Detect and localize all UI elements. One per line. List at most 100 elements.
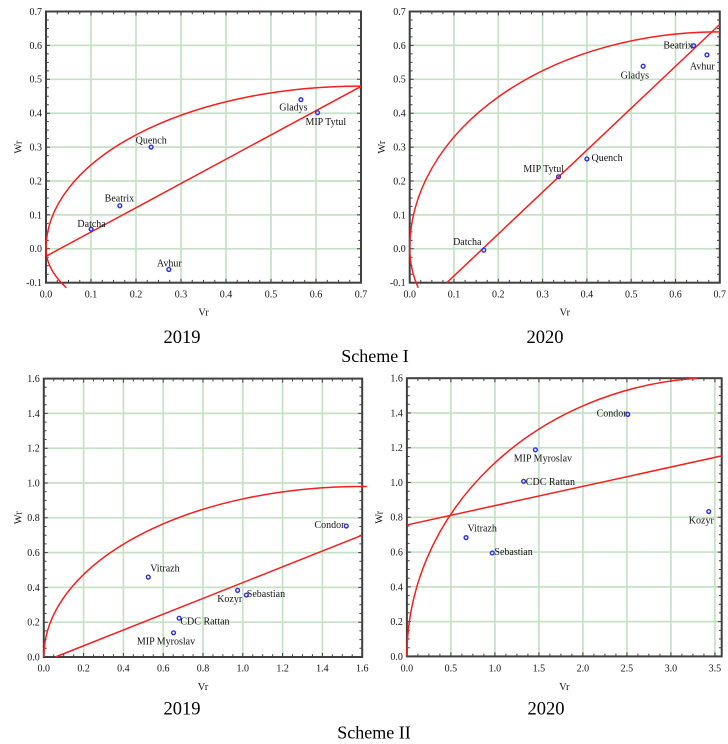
svg-text:Vitrazh: Vitrazh [150,564,179,575]
svg-text:-0.1: -0.1 [26,278,42,289]
svg-text:0.4: 0.4 [390,582,403,593]
svg-text:0.7: 0.7 [714,290,727,301]
svg-text:Condor: Condor [315,520,346,531]
svg-text:0.6: 0.6 [157,664,170,675]
svg-text:MIP Myroslav: MIP Myroslav [137,636,195,647]
svg-text:2.0: 2.0 [577,664,590,675]
svg-text:2019: 2019 [164,700,201,720]
svg-text:-0.1: -0.1 [390,278,406,289]
svg-text:0.2: 0.2 [393,176,406,187]
svg-text:MIP Tytul: MIP Tytul [523,164,564,175]
svg-text:Sebastian: Sebastian [247,589,285,600]
svg-text:1.0: 1.0 [237,664,250,675]
svg-text:Kozyr: Kozyr [217,594,243,605]
svg-text:Vr: Vr [560,307,571,318]
svg-text:Vitrazh: Vitrazh [468,524,497,535]
svg-text:0.7: 0.7 [30,7,43,18]
svg-text:Scheme I: Scheme I [341,346,408,366]
svg-text:Vr: Vr [198,682,209,693]
svg-text:Wr: Wr [377,140,388,153]
svg-text:3.5: 3.5 [709,664,722,675]
svg-text:0.6: 0.6 [30,41,43,52]
svg-text:0.2: 0.2 [30,176,43,187]
svg-text:0.8: 0.8 [390,513,403,524]
svg-text:1.6: 1.6 [390,374,403,385]
svg-text:Wr: Wr [374,510,385,523]
svg-text:1.4: 1.4 [27,409,40,420]
svg-text:1.4: 1.4 [316,664,329,675]
svg-text:1.0: 1.0 [27,478,40,489]
svg-text:0.6: 0.6 [669,290,682,301]
svg-text:0.2: 0.2 [27,618,40,629]
svg-text:0.4: 0.4 [581,290,594,301]
svg-text:Datcha: Datcha [77,219,106,230]
svg-text:1.5: 1.5 [533,664,546,675]
svg-text:Beatrix: Beatrix [663,40,692,51]
svg-text:0.5: 0.5 [30,75,43,86]
svg-text:0.0: 0.0 [27,652,40,663]
svg-text:0.3: 0.3 [175,290,188,301]
svg-text:Vr: Vr [198,307,209,318]
svg-text:3.0: 3.0 [665,664,678,675]
svg-text:Sebastian: Sebastian [494,547,532,558]
svg-text:Gladys: Gladys [279,102,307,113]
svg-text:2020: 2020 [528,700,565,720]
svg-text:0.1: 0.1 [448,290,461,301]
svg-text:2.5: 2.5 [621,664,634,675]
svg-text:0.0: 0.0 [393,244,406,255]
svg-text:2020: 2020 [527,328,564,348]
svg-text:Scheme II: Scheme II [337,723,410,743]
svg-text:0.2: 0.2 [130,290,143,301]
svg-text:1.6: 1.6 [27,374,40,385]
svg-text:0.7: 0.7 [355,290,368,301]
svg-text:0.7: 0.7 [393,7,406,18]
svg-text:0.1: 0.1 [30,210,43,221]
svg-text:0.0: 0.0 [401,664,414,675]
svg-text:1.4: 1.4 [390,408,403,419]
svg-text:1.6: 1.6 [356,664,369,675]
svg-text:Kozyr: Kozyr [689,516,715,527]
svg-text:0.5: 0.5 [393,75,406,86]
svg-text:0.0: 0.0 [390,652,403,663]
svg-text:1.0: 1.0 [390,478,403,489]
svg-text:0.1: 0.1 [393,210,406,221]
svg-text:CDC Rattan: CDC Rattan [180,616,229,627]
svg-text:0.4: 0.4 [117,664,130,675]
svg-text:0.6: 0.6 [393,41,406,52]
svg-text:0.4: 0.4 [393,109,406,120]
svg-text:Beatrix: Beatrix [105,194,134,205]
svg-text:0.0: 0.0 [40,290,53,301]
svg-text:Avhur: Avhur [157,259,182,270]
svg-text:Quench: Quench [592,153,623,164]
svg-text:MIP Myroslav: MIP Myroslav [514,454,572,465]
svg-text:Datcha: Datcha [453,237,482,248]
svg-text:0.6: 0.6 [27,548,40,559]
svg-text:MIP Tytul: MIP Tytul [305,117,346,128]
svg-text:0.0: 0.0 [30,244,43,255]
svg-text:1.2: 1.2 [27,444,40,455]
svg-text:CDC Rattan: CDC Rattan [526,477,575,488]
svg-text:0.3: 0.3 [30,143,43,154]
svg-text:0.2: 0.2 [390,617,403,628]
svg-text:1.0: 1.0 [489,664,502,675]
svg-text:Quench: Quench [136,136,167,147]
svg-text:Condor: Condor [597,408,628,419]
svg-text:0.2: 0.2 [77,664,90,675]
svg-text:Gladys: Gladys [621,71,649,82]
svg-text:0.4: 0.4 [27,583,40,594]
svg-text:0.0: 0.0 [38,664,51,675]
svg-text:Wr: Wr [14,511,25,524]
svg-text:Vr: Vr [559,682,570,693]
svg-text:0.4: 0.4 [30,109,43,120]
svg-text:0.3: 0.3 [536,290,549,301]
svg-text:0.5: 0.5 [265,290,278,301]
svg-text:Wr: Wr [14,140,25,153]
svg-text:0.0: 0.0 [403,290,416,301]
svg-text:Avhur: Avhur [690,62,715,73]
svg-text:0.5: 0.5 [625,290,638,301]
svg-text:0.3: 0.3 [393,143,406,154]
svg-text:0.8: 0.8 [197,664,210,675]
svg-text:0.1: 0.1 [85,290,98,301]
svg-text:0.6: 0.6 [310,290,323,301]
svg-text:0.2: 0.2 [492,290,505,301]
